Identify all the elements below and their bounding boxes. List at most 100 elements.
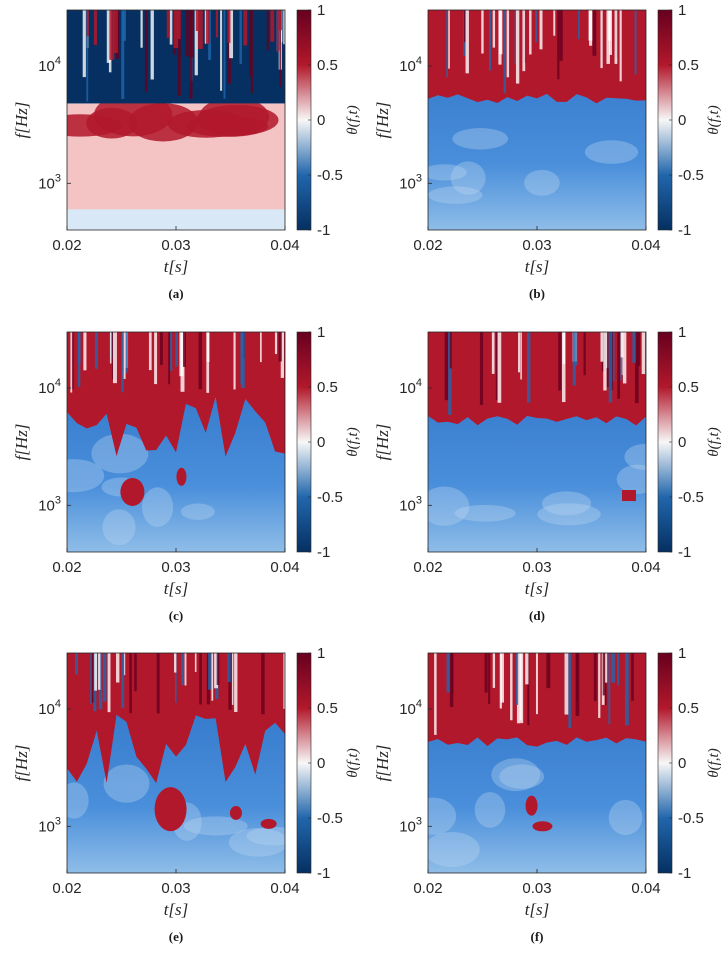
y-axis-label: f[Hz] <box>12 102 31 139</box>
x-tick-label: 0.03 <box>522 559 551 576</box>
colorbar-tick-label: -0.5 <box>678 167 704 184</box>
y-tick-label: 104 <box>38 55 61 75</box>
x-axis-label: t[s] <box>164 579 189 598</box>
colorbar-tick-label: 0.5 <box>317 57 338 74</box>
panel-caption: (b) <box>529 286 545 301</box>
colorbar-tick-label: 0 <box>317 755 325 772</box>
panel-caption: (e) <box>168 929 184 944</box>
y-tick-label: 103 <box>399 172 422 192</box>
y-tick-label: 104 <box>399 377 422 397</box>
x-axis-label: t[s] <box>525 900 550 919</box>
colorbar-tick-label: -0.5 <box>678 810 704 827</box>
panel-b: 0.02 0.03 0.04 103 104 t[s] f[Hz] 1 0.5 0 -0.5 -1 θ(… <box>361 0 722 310</box>
heatmap-chart-c: 0.02 0.03 0.04 103 104 t[s] f[Hz] 1 0.5 0 -0.5 -1 θ(… <box>12 324 361 598</box>
x-axis-label: t[s] <box>164 257 189 276</box>
panel-caption: (d) <box>529 608 545 623</box>
x-tick-label: 0.02 <box>413 880 442 897</box>
colorbar-tick-label: 0 <box>678 755 686 772</box>
panel-e: 0.02 0.03 0.04 103 104 t[s] f[Hz] 1 0.5 0 -0.5 -1 θ(… <box>0 643 361 953</box>
colorbar-label: θ(f,t) <box>345 748 361 777</box>
heatmap-chart-a: 0.02 0.03 0.04 103 104 t[s] f[Hz] 1 0.5 0 -0.5 -1 θ(… <box>12 2 361 276</box>
x-tick-label: 0.03 <box>522 237 551 254</box>
x-tick-label: 0.03 <box>161 559 190 576</box>
colorbar-tick-label: 1 <box>317 324 325 341</box>
x-tick-label: 0.03 <box>161 880 190 897</box>
colorbar-tick-label: 0 <box>678 112 686 129</box>
colorbar-tick-label: -1 <box>678 544 691 561</box>
heatmap-chart-f: 0.02 0.03 0.04 103 104 t[s] f[Hz] 1 0.5 0 -0.5 -1 θ(… <box>373 645 722 919</box>
colorbar-tick-label: -1 <box>678 222 691 239</box>
colorbar-label: θ(f,t) <box>345 427 361 456</box>
x-tick-label: 0.02 <box>52 559 81 576</box>
x-axis-label: t[s] <box>164 900 189 919</box>
y-tick-label: 103 <box>38 172 61 192</box>
heatmap-field <box>67 332 285 552</box>
colorbar-tick-label: 0.5 <box>678 379 699 396</box>
panel-caption: (c) <box>168 608 184 623</box>
y-axis-label: f[Hz] <box>12 424 31 461</box>
colorbar-tick-label: -1 <box>678 865 691 882</box>
colorbar-tick-label: -1 <box>317 544 330 561</box>
x-tick-label: 0.02 <box>52 237 81 254</box>
heatmap-chart-b: 0.02 0.03 0.04 103 104 t[s] f[Hz] 1 0.5 0 -0.5 -1 θ(… <box>373 2 722 276</box>
y-tick-label: 103 <box>38 815 61 835</box>
colorbar-tick-label: 0.5 <box>317 379 338 396</box>
colorbar-tick-label: 0 <box>317 434 325 451</box>
panel-d: 0.02 0.03 0.04 103 104 t[s] f[Hz] 1 0.5 0 -0.5 -1 θ(… <box>361 322 722 632</box>
colorbar-label: θ(f,t) <box>345 105 361 134</box>
colorbar-tick-label: -1 <box>317 222 330 239</box>
heatmap-field <box>67 653 285 873</box>
colorbar-tick-label: 1 <box>317 645 325 662</box>
x-tick-label: 0.04 <box>631 559 660 576</box>
x-tick-label: 0.04 <box>270 559 299 576</box>
x-tick-label: 0.03 <box>522 880 551 897</box>
y-axis-label: f[Hz] <box>373 102 392 139</box>
y-tick-label: 103 <box>38 494 61 514</box>
colorbar-tick-label: 0.5 <box>678 700 699 717</box>
y-tick-label: 104 <box>38 377 61 397</box>
x-tick-label: 0.04 <box>631 880 660 897</box>
colorbar-tick-label: 1 <box>678 645 686 662</box>
colorbar-tick-label: 0.5 <box>317 700 338 717</box>
colorbar-label: θ(f,t) <box>706 105 722 134</box>
colorbar-label: θ(f,t) <box>706 427 722 456</box>
panel-c: 0.02 0.03 0.04 103 104 t[s] f[Hz] 1 0.5 0 -0.5 -1 θ(… <box>0 322 361 632</box>
y-axis-label: f[Hz] <box>373 745 392 782</box>
y-tick-label: 104 <box>38 698 61 718</box>
y-axis-label: f[Hz] <box>12 745 31 782</box>
colorbar-tick-label: -1 <box>317 865 330 882</box>
y-tick-label: 104 <box>399 55 422 75</box>
heatmap-field <box>428 10 646 230</box>
heatmap-chart-d: 0.02 0.03 0.04 103 104 t[s] f[Hz] 1 0.5 0 -0.5 -1 θ(… <box>373 324 722 598</box>
x-axis-label: t[s] <box>525 579 550 598</box>
panel-caption: (a) <box>168 286 184 301</box>
x-tick-label: 0.04 <box>270 237 299 254</box>
x-tick-label: 0.02 <box>52 880 81 897</box>
y-tick-label: 103 <box>399 494 422 514</box>
colorbar-tick-label: -0.5 <box>317 810 343 827</box>
x-tick-label: 0.02 <box>413 559 442 576</box>
colorbar-label: θ(f,t) <box>706 748 722 777</box>
heatmap-field <box>428 332 646 552</box>
y-tick-label: 103 <box>399 815 422 835</box>
x-tick-label: 0.03 <box>161 237 190 254</box>
colorbar-tick-label: 0 <box>317 112 325 129</box>
colorbar-tick-label: -0.5 <box>317 489 343 506</box>
x-tick-label: 0.02 <box>413 237 442 254</box>
colorbar-tick-label: 0.5 <box>678 57 699 74</box>
x-tick-label: 0.04 <box>270 880 299 897</box>
colorbar-tick-label: 1 <box>678 324 686 341</box>
heatmap-field <box>67 10 285 230</box>
heatmap-chart-e: 0.02 0.03 0.04 103 104 t[s] f[Hz] 1 0.5 0 -0.5 -1 θ(… <box>12 645 361 919</box>
panel-caption: (f) <box>530 929 544 944</box>
colorbar-tick-label: 1 <box>317 2 325 19</box>
panel-f: 0.02 0.03 0.04 103 104 t[s] f[Hz] 1 0.5 0 -0.5 -1 θ(… <box>361 643 722 953</box>
panel-a: 0.02 0.03 0.04 103 104 t[s] f[Hz] 1 0.5 0 -0.5 -1 θ(… <box>0 0 361 310</box>
x-tick-label: 0.04 <box>631 237 660 254</box>
x-axis-label: t[s] <box>525 257 550 276</box>
colorbar-tick-label: 1 <box>678 2 686 19</box>
colorbar-tick-label: -0.5 <box>678 489 704 506</box>
heatmap-field <box>428 653 646 873</box>
colorbar-tick-label: -0.5 <box>317 167 343 184</box>
colorbar-tick-label: 0 <box>678 434 686 451</box>
